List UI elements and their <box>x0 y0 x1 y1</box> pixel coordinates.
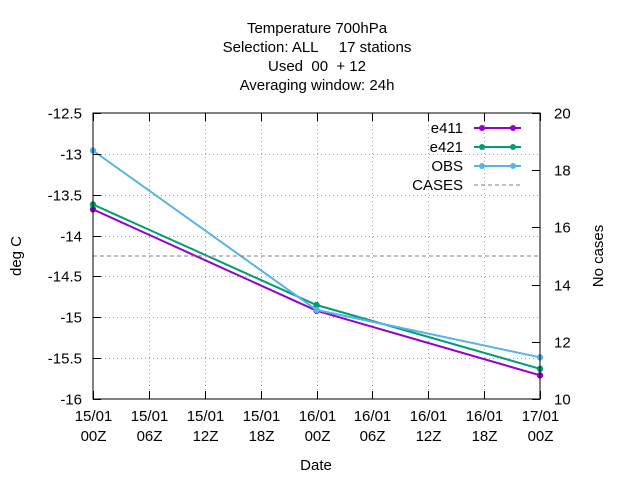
legend-marker-e421 <box>479 144 485 150</box>
x-tick-label-hour: 06Z <box>137 428 163 445</box>
y2-tick-label: 10 <box>554 392 571 409</box>
chart-title-line-2: Selection: ALL 17 stations <box>223 39 412 56</box>
x-tick-label-date: 16/01 <box>354 408 392 425</box>
y2-tick-label: 20 <box>554 106 571 123</box>
legend-marker-e421 <box>510 144 516 150</box>
chart-title-line-3: Used 00 + 12 <box>268 58 366 75</box>
legend-marker-obs <box>510 163 516 169</box>
y2-tick-label: 14 <box>554 278 571 295</box>
x-tick-label-date: 16/01 <box>410 408 448 425</box>
legend: e411 e421 OBS CASES <box>412 120 521 194</box>
x-tick-label-hour: 00Z <box>81 428 107 445</box>
x-tick-label-hour: 00Z <box>305 428 331 445</box>
y-tick-label: -15.5 <box>48 351 82 368</box>
plot-frame <box>92 112 541 400</box>
legend-label-obs: OBS <box>431 158 463 175</box>
x-tick-label-hour: 00Z <box>528 428 554 445</box>
chart-title-line-4: Averaging window: 24h <box>240 77 395 94</box>
y-tick-label: -14 <box>60 229 82 246</box>
legend-label-cases: CASES <box>412 177 463 194</box>
data-point-obs <box>313 306 320 314</box>
series-layer <box>89 147 544 379</box>
data-point-e421 <box>313 301 320 309</box>
y-tick-label: -13 <box>60 147 82 164</box>
y-tick-label: -14.5 <box>48 269 82 286</box>
x-tick-label-date: 15/01 <box>131 408 169 425</box>
chart-title-line-1: Temperature 700hPa <box>247 20 388 37</box>
y2-tick-label: 18 <box>554 163 571 180</box>
y-tick-label: -16 <box>60 392 82 409</box>
legend-marker-e411 <box>479 125 485 131</box>
y2-axis-label: No cases <box>590 225 607 288</box>
x-tick-label-hour: 12Z <box>193 428 219 445</box>
x-tick-label-hour: 06Z <box>360 428 386 445</box>
x-tick-label-date: 15/01 <box>187 408 225 425</box>
x-tick-label-date: 16/01 <box>299 408 337 425</box>
x-tick-label-date: 15/01 <box>243 408 281 425</box>
y-tick-label: -15 <box>60 310 82 327</box>
ticks: -12.5 -13 -13.5 -14 -14.5 -15 -15.5 -16 20 18 16 14… <box>48 106 571 446</box>
y-tick-label: -13.5 <box>48 188 82 205</box>
legend-marker-e411 <box>510 125 516 131</box>
x-tick-label-hour: 12Z <box>416 428 442 445</box>
x-tick-label-hour: 18Z <box>472 428 498 445</box>
series-line-obs <box>92 149 541 359</box>
grid <box>93 113 540 399</box>
series-line-e421 <box>92 203 541 370</box>
x-tick-label-hour: 18Z <box>249 428 275 445</box>
x-tick-label-date: 16/01 <box>466 408 504 425</box>
y-axis-label: deg C <box>8 236 25 276</box>
legend-label-e421: e421 <box>430 139 463 156</box>
legend-marker-obs <box>479 163 485 169</box>
x-axis-label: Date <box>300 457 332 474</box>
x-tick-label-date: 15/01 <box>75 408 113 425</box>
x-tick-label-date: 17/01 <box>522 408 560 425</box>
y-tick-label: -12.5 <box>48 106 82 123</box>
legend-label-e411: e411 <box>431 120 463 137</box>
y2-tick-label: 16 <box>554 220 571 237</box>
y2-tick-label: 12 <box>554 335 571 352</box>
